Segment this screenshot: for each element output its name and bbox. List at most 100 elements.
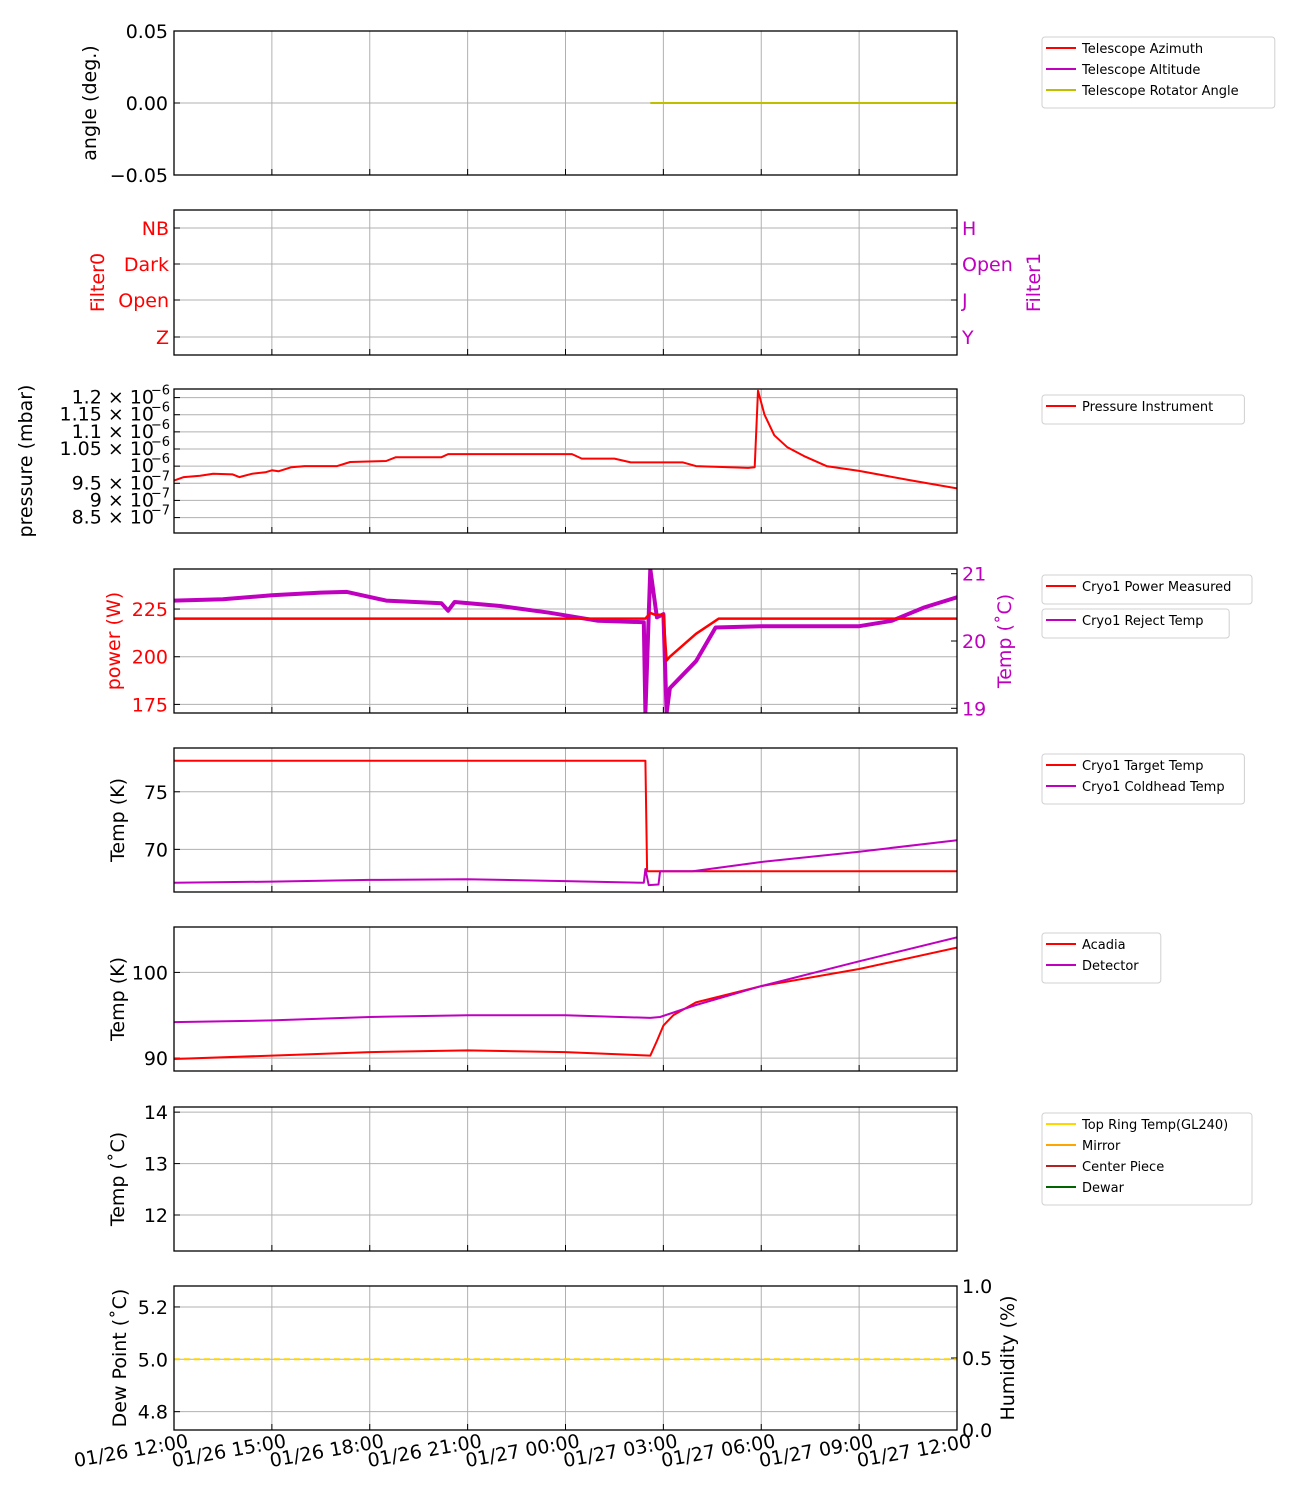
panel-cryo-temp: 75 70 Temp (K) Cryo1 Target Temp Cryo1 Coldh… (107, 747, 1245, 893)
panel-filters: NB H Dark Open Open J Z Y Filter0 Filter1 (87, 209, 1045, 356)
series-line-pressure-instrument (174, 389, 957, 490)
y-tick-label-left: Z (156, 327, 169, 349)
y-tick-label: 9 × 10 (90, 489, 154, 511)
y-tick-exponent: −6 (151, 452, 170, 467)
legend-label: Cryo1 Reject Temp (1082, 614, 1204, 629)
y-tick-label: 9.5 × 10 (72, 472, 154, 494)
y-axis-label: pressure (mbar) (15, 385, 37, 538)
legend-label: Acadia (1082, 938, 1126, 953)
series-line-cryo1-target-temp (174, 759, 957, 873)
legend-label: Mirror (1082, 1139, 1121, 1154)
legend-label: Detector (1082, 959, 1139, 974)
legend-box (1041, 574, 1253, 605)
panel-cryo-power: 175 200 225 19 20 21 power (W) Temp (˚C) Cryo1 P… (103, 564, 1253, 720)
y-tick-label-right: J (961, 290, 968, 312)
legend-label: Telescope Altitude (1081, 63, 1200, 78)
y-tick-exponent: −6 (151, 418, 170, 433)
legend-box (1041, 1112, 1253, 1206)
y-tick-label-right: 21 (962, 564, 986, 586)
legend-label: Cryo1 Coldhead Temp (1082, 780, 1225, 795)
legend-label: Dewar (1082, 1181, 1125, 1196)
y-tick-exponent: −6 (151, 401, 170, 416)
panel-detector-temp: 100 90 Temp (K) Acadia Detector (107, 926, 1162, 1072)
series-line-cryo1-power-measured (174, 611, 957, 662)
axes-frame (173, 747, 958, 893)
y-tick-label: 75 (144, 782, 168, 804)
axes-frame (173, 926, 958, 1072)
y-tick-label-left: 175 (132, 694, 168, 716)
legend-label: Center Piece (1082, 1160, 1164, 1175)
y-axis-label-left: Dew Point (˚C) (109, 1289, 131, 1428)
panel-ambient-temp: 14 13 12 Temp (˚C) Top Ring Temp(GL240) Mirro… (107, 1102, 1253, 1252)
legend-label: Cryo1 Target Temp (1082, 759, 1203, 774)
y-tick-label-right: 0.0 (962, 1420, 992, 1442)
axes-frame (173, 30, 958, 176)
y-axis-label-right: Humidity (%) (997, 1295, 1019, 1420)
y-axis-label-right: Temp (˚C) (994, 594, 1016, 689)
y-tick-label-left: 4.8 (138, 1402, 168, 1424)
y-tick-label: 14 (144, 1102, 168, 1124)
legend-box (1041, 608, 1230, 639)
panel-dewpoint: 5.2 5.0 4.8 1.0 0.5 0.0 Dew Point (˚C) Humidity… (109, 1276, 1019, 1442)
y-axis-label-right: Filter1 (1023, 253, 1045, 312)
y-tick-label-left: 5.2 (138, 1297, 168, 1319)
axes-frame (173, 388, 958, 534)
y-tick-label: 90 (144, 1048, 168, 1070)
y-tick-label-right: 20 (962, 631, 986, 653)
y-tick-label: 12 (144, 1205, 168, 1227)
y-tick-label-right: 0.5 (962, 1348, 992, 1370)
legend-label: Telescope Rotator Angle (1081, 84, 1239, 99)
y-axis-label: Temp (K) (107, 778, 129, 863)
y-tick-label-left: Open (118, 290, 169, 312)
y-tick-label: 8.5 × 10 (72, 507, 154, 529)
y-tick-label: 10 (130, 455, 154, 477)
legend-box (1041, 36, 1276, 109)
series-line-cryo1-coldhead-temp (174, 839, 957, 887)
legend-label: Top Ring Temp(GL240) (1081, 1118, 1228, 1133)
y-tick-exponent: −6 (151, 384, 170, 399)
y-tick-label-right: Y (961, 327, 974, 349)
y-tick-label: 1.05 × 10 (60, 438, 154, 460)
y-tick-label-right: Open (962, 254, 1013, 276)
y-tick-label-left: 5.0 (138, 1349, 168, 1371)
y-tick-label: 0.00 (126, 93, 168, 115)
x-tick-label: 01/27 12:00 (855, 1430, 973, 1472)
y-tick-label-left: NB (142, 218, 169, 240)
legend-box (1041, 932, 1162, 984)
series-line-detector (174, 936, 957, 1024)
axes-frame (173, 209, 958, 356)
y-tick-label: 100 (132, 962, 168, 984)
y-axis-label: angle (deg.) (79, 45, 101, 160)
y-tick-label: 13 (144, 1154, 168, 1176)
panel-pressure: 1.2 × 10−61.15 × 10−61.1 × 10−61.05 × 10… (15, 384, 1245, 538)
y-tick-label: −0.05 (110, 165, 168, 187)
y-axis-label-left: Filter0 (87, 253, 109, 312)
axes-frame (173, 1106, 958, 1252)
y-tick-label-right: 19 (962, 698, 986, 720)
y-tick-label-right: 1.0 (962, 1276, 992, 1298)
y-tick-label-left: Dark (124, 254, 169, 276)
y-axis-label-left: power (W) (103, 592, 125, 690)
y-tick-label-left: 200 (132, 647, 168, 669)
y-axis-label: Temp (K) (107, 957, 129, 1042)
y-tick-label: 1.15 × 10 (60, 404, 154, 426)
y-tick-exponent: −7 (151, 469, 170, 484)
y-tick-exponent: −7 (151, 504, 170, 519)
y-tick-label: 1.2 × 10 (72, 387, 154, 409)
y-tick-label: 70 (144, 839, 168, 861)
y-tick-label-left: 225 (132, 599, 168, 621)
legend-box (1041, 394, 1245, 425)
y-tick-exponent: −7 (151, 486, 170, 501)
legend-label: Pressure Instrument (1082, 400, 1213, 415)
y-tick-exponent: −6 (151, 435, 170, 450)
series-line-cryo1-reject-temp (174, 569, 957, 713)
y-tick-label: 1.1 × 10 (72, 421, 154, 443)
axes-frame (173, 1285, 958, 1431)
y-tick-label-right: H (962, 218, 976, 240)
y-axis-label: Temp (˚C) (107, 1132, 129, 1227)
legend-label: Cryo1 Power Measured (1082, 580, 1231, 595)
y-tick-label: 0.05 (126, 21, 168, 43)
panel-angle: 0.05 0.00 −0.05 angle (deg.) Telescope Azimu… (79, 21, 1276, 187)
